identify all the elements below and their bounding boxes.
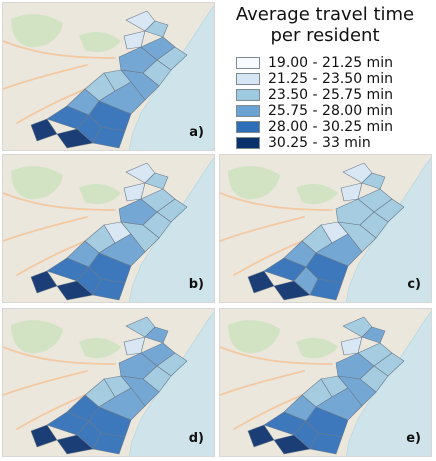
district — [92, 278, 126, 301]
legend-label: 21.25 - 23.50 min — [268, 71, 393, 87]
map-c — [220, 155, 431, 302]
legend-title-line-1: Average travel time — [235, 4, 415, 25]
panel-label: b) — [188, 277, 204, 292]
district — [92, 432, 126, 455]
legend-label: 30.25 - 33 min — [268, 135, 371, 151]
sea — [128, 5, 214, 150]
district-layer — [30, 10, 188, 149]
district — [120, 375, 160, 407]
vegetation-right — [79, 31, 121, 53]
legend-swatch — [236, 105, 260, 117]
legend-swatch — [236, 121, 260, 133]
district — [144, 172, 169, 190]
panel-label: d) — [188, 431, 204, 446]
map-panel-d: d) — [2, 308, 215, 457]
map-panel-c: c) — [219, 154, 432, 303]
district — [309, 432, 343, 455]
vegetation-right — [79, 183, 121, 205]
sea — [128, 157, 214, 302]
legend-swatch — [236, 57, 260, 69]
legend-title-line-2: per resident — [270, 25, 380, 46]
legend-swatch — [236, 89, 260, 101]
road-1 — [3, 40, 116, 59]
road-3 — [3, 370, 88, 396]
road-1 — [220, 346, 333, 365]
vegetation-right — [79, 337, 121, 359]
legend-item: 19.00 - 21.25 min — [236, 55, 428, 71]
district-layer — [247, 162, 405, 301]
sea — [128, 311, 214, 456]
legend-item: 25.75 - 28.00 min — [236, 103, 428, 119]
panel-label: e) — [406, 431, 421, 446]
road-3 — [220, 216, 305, 242]
district — [92, 126, 126, 149]
map-panel-a: a) — [2, 2, 215, 151]
map-d — [3, 309, 214, 456]
map-b — [3, 155, 214, 302]
district-layer — [30, 162, 188, 301]
map-e — [220, 309, 431, 456]
district — [144, 326, 169, 344]
legend-list: 19.00 - 21.25 min 21.25 - 23.50 min 23.5… — [236, 55, 428, 151]
vegetation-left — [11, 320, 63, 354]
legend-item: 23.50 - 25.75 min — [236, 87, 428, 103]
legend-label: 19.00 - 21.25 min — [268, 55, 393, 71]
legend-item: 30.25 - 33 min — [236, 135, 428, 151]
panel-label: a) — [189, 125, 204, 140]
vegetation-left — [228, 166, 280, 200]
road-3 — [220, 370, 305, 396]
district-layer — [30, 316, 188, 455]
road-3 — [3, 64, 88, 90]
district — [120, 69, 160, 101]
map-panel-b: b) — [2, 154, 215, 303]
sea — [345, 311, 431, 456]
map-panel-e: e) — [219, 308, 432, 457]
road-1 — [3, 192, 116, 211]
vegetation-left — [11, 14, 63, 48]
district — [361, 172, 386, 190]
district — [120, 221, 160, 253]
legend-label: 28.00 - 30.25 min — [268, 119, 393, 135]
road-1 — [3, 346, 116, 365]
district — [337, 375, 377, 407]
legend-item: 21.25 - 23.50 min — [236, 71, 428, 87]
panel-label: c) — [407, 277, 421, 292]
vegetation-left — [11, 166, 63, 200]
legend-label: 25.75 - 28.00 min — [268, 103, 393, 119]
district — [337, 221, 377, 253]
vegetation-left — [228, 320, 280, 354]
road-3 — [3, 216, 88, 242]
district — [144, 20, 169, 38]
road-1 — [220, 192, 333, 211]
legend-title: Average travel time per resident — [222, 4, 428, 46]
legend: Average travel time per resident 19.00 -… — [222, 4, 428, 151]
vegetation-right — [296, 337, 338, 359]
map-a — [3, 3, 214, 150]
sea — [345, 157, 431, 302]
vegetation-right — [296, 183, 338, 205]
legend-swatch — [236, 73, 260, 85]
legend-label: 23.50 - 25.75 min — [268, 87, 393, 103]
district — [361, 326, 386, 344]
legend-item: 28.00 - 30.25 min — [236, 119, 428, 135]
district — [309, 278, 343, 301]
legend-swatch — [236, 137, 260, 149]
district-layer — [247, 316, 405, 455]
